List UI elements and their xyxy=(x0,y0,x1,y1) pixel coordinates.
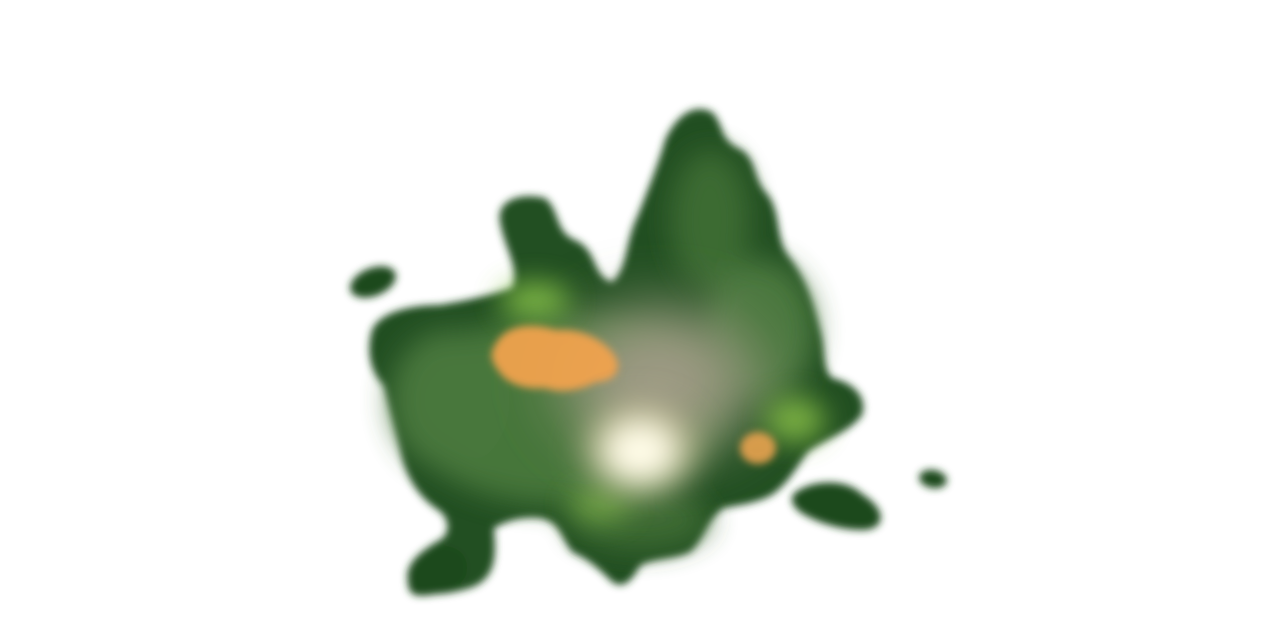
north-peak-green xyxy=(670,150,750,290)
islet-west xyxy=(350,266,396,298)
lime-spot-northwest xyxy=(500,282,570,318)
hot-core xyxy=(570,392,710,508)
orange-patch-northwest xyxy=(491,325,618,391)
lime-spot-east xyxy=(765,398,825,442)
islet-east xyxy=(919,469,947,489)
islet-southeast xyxy=(791,482,881,530)
west-lobe-green xyxy=(390,330,510,470)
orange-patches xyxy=(491,325,776,464)
orange-patch-east xyxy=(740,432,776,464)
core-center xyxy=(606,424,674,480)
islet-southwest xyxy=(407,546,467,596)
lime-highlights xyxy=(500,282,825,519)
